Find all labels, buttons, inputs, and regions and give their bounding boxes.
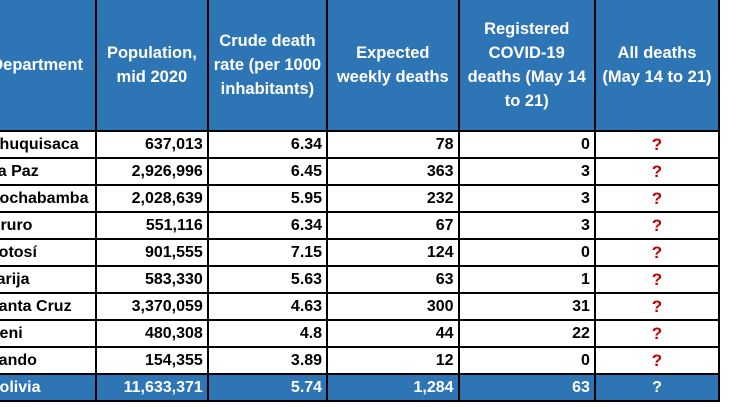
table-row: Potosí 901,555 7.15 124 0 ?	[0, 238, 721, 267]
population-cell: 154,355	[94, 346, 209, 375]
table-row: Oruro 551,116 6.34 67 3 ?	[0, 211, 721, 240]
rate-cell: 6.45	[206, 157, 329, 186]
department-cell: Beni	[0, 319, 97, 348]
expected-cell: 363	[326, 157, 460, 186]
covid-cell: 1	[457, 265, 596, 294]
expected-cell: 300	[326, 292, 460, 321]
table-row: Cochabamba 2,028,639 5.95 232 3 ?	[0, 184, 721, 213]
total-covid-cell: 63	[457, 373, 596, 402]
rate-cell: 6.34	[206, 130, 329, 159]
expected-cell: 67	[326, 211, 460, 240]
table-row: Beni 480,308 4.8 44 22 ?	[0, 319, 721, 348]
total-all-deaths-cell: ?	[593, 373, 721, 402]
population-cell: 551,116	[94, 211, 209, 240]
table-row: La Paz 2,926,996 6.45 363 3 ?	[0, 157, 721, 186]
all-deaths-cell: ?	[593, 319, 721, 348]
expected-cell: 12	[326, 346, 460, 375]
expected-cell: 232	[326, 184, 460, 213]
covid-cell: 0	[457, 130, 596, 159]
table-row: Tarija 583,330 5.63 63 1 ?	[0, 265, 721, 294]
rate-cell: 7.15	[206, 238, 329, 267]
department-cell: Oruro	[0, 211, 97, 240]
expected-cell: 44	[326, 319, 460, 348]
table-row: Santa Cruz 3,370,059 4.63 300 31 ?	[0, 292, 721, 321]
all-deaths-cell: ?	[593, 292, 721, 321]
department-cell: Chuquisaca	[0, 130, 97, 159]
all-deaths-cell: ?	[593, 265, 721, 294]
header-all-deaths: All deaths (May 14 to 21)	[593, 0, 721, 132]
all-deaths-cell: ?	[593, 238, 721, 267]
rate-cell: 5.63	[206, 265, 329, 294]
rate-cell: 4.63	[206, 292, 329, 321]
expected-cell: 78	[326, 130, 460, 159]
department-cell: Tarija	[0, 265, 97, 294]
all-deaths-cell: ?	[593, 157, 721, 186]
department-cell: Santa Cruz	[0, 292, 97, 321]
header-department: Department	[0, 0, 97, 132]
department-cell: Pando	[0, 346, 97, 375]
total-population-cell: 11,633,371	[94, 373, 209, 402]
covid-cell: 22	[457, 319, 596, 348]
department-cell: Cochabamba	[0, 184, 97, 213]
all-deaths-cell: ?	[593, 184, 721, 213]
population-cell: 2,028,639	[94, 184, 209, 213]
covid-cell: 0	[457, 238, 596, 267]
total-rate-cell: 5.74	[206, 373, 329, 402]
population-cell: 901,555	[94, 238, 209, 267]
covid-cell: 3	[457, 211, 596, 240]
covid-cell: 3	[457, 184, 596, 213]
covid-cell: 3	[457, 157, 596, 186]
department-cell: La Paz	[0, 157, 97, 186]
table-row: Chuquisaca 637,013 6.34 78 0 ?	[0, 130, 721, 159]
population-cell: 3,370,059	[94, 292, 209, 321]
expected-cell: 124	[326, 238, 460, 267]
header-expected-weekly-deaths: Expected weekly deaths	[326, 0, 460, 132]
population-cell: 2,926,996	[94, 157, 209, 186]
header-registered-covid-deaths: Registered COVID-19 deaths (May 14 to 21…	[457, 0, 596, 132]
all-deaths-cell: ?	[593, 130, 721, 159]
table-row: Pando 154,355 3.89 12 0 ?	[0, 346, 721, 375]
population-cell: 583,330	[94, 265, 209, 294]
expected-cell: 63	[326, 265, 460, 294]
deaths-table: Department Population, mid 2020 Crude de…	[0, 0, 721, 402]
rate-cell: 3.89	[206, 346, 329, 375]
covid-cell: 31	[457, 292, 596, 321]
population-cell: 637,013	[94, 130, 209, 159]
all-deaths-cell: ?	[593, 346, 721, 375]
department-cell: Potosí	[0, 238, 97, 267]
all-deaths-cell: ?	[593, 211, 721, 240]
rate-cell: 4.8	[206, 319, 329, 348]
header-population: Population, mid 2020	[94, 0, 209, 132]
total-row: Bolivia 11,633,371 5.74 1,284 63 ?	[0, 373, 721, 402]
covid-cell: 0	[457, 346, 596, 375]
rate-cell: 5.95	[206, 184, 329, 213]
total-department-cell: Bolivia	[0, 373, 97, 402]
header-row: Department Population, mid 2020 Crude de…	[0, 0, 721, 132]
total-expected-cell: 1,284	[326, 373, 460, 402]
rate-cell: 6.34	[206, 211, 329, 240]
population-cell: 480,308	[94, 319, 209, 348]
header-crude-death-rate: Crude death rate (per 1000 inhabitants)	[206, 0, 329, 132]
